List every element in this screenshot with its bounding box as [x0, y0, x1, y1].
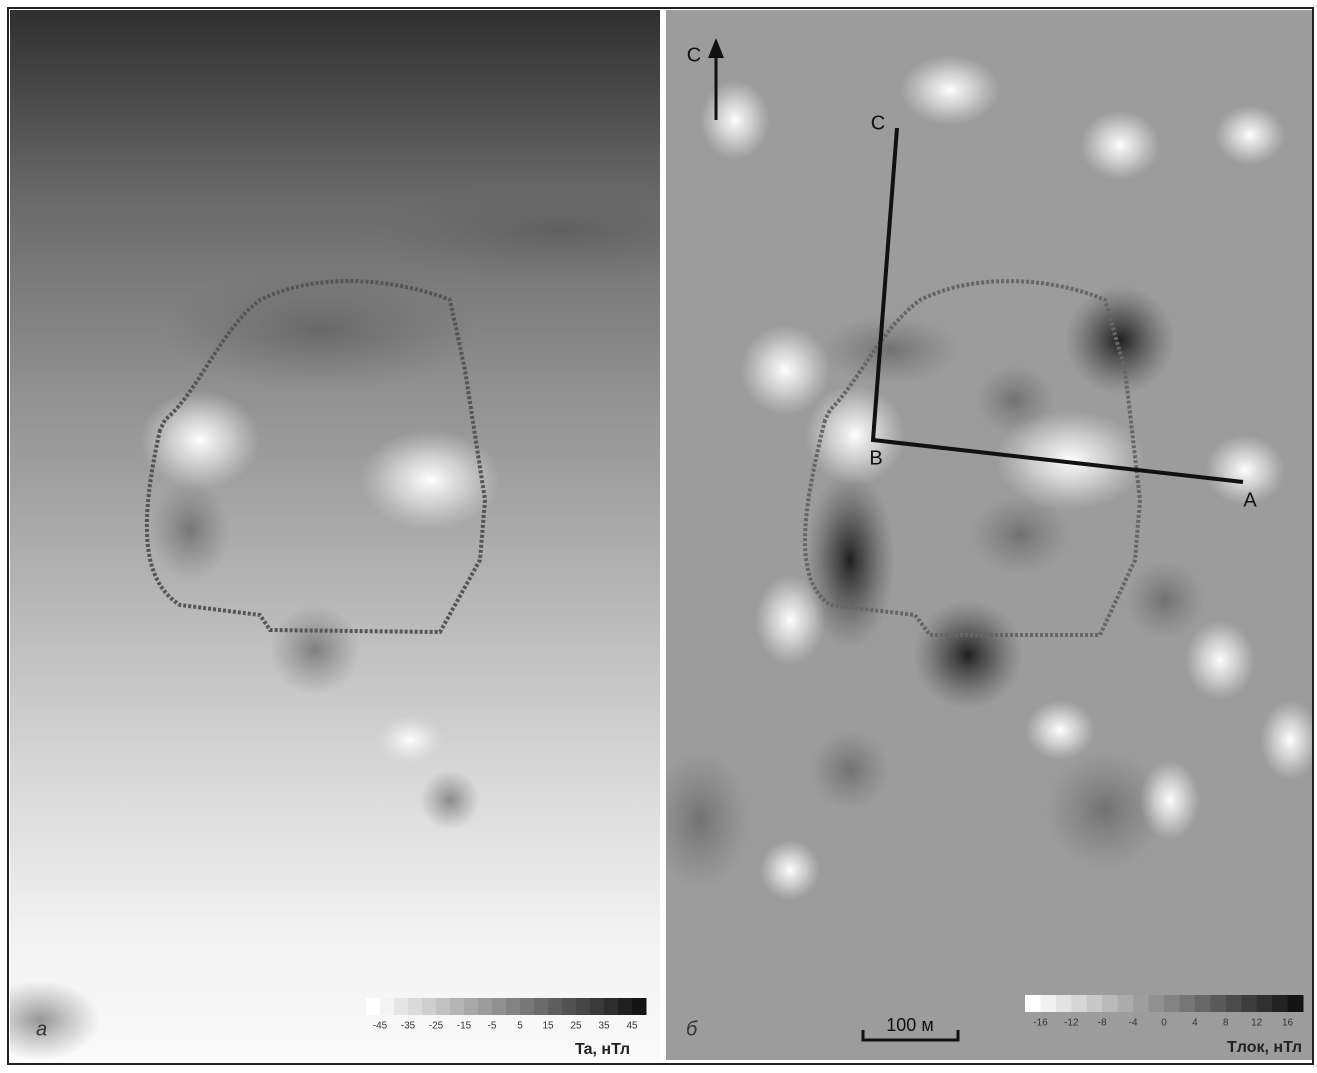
legend-swatch: [1272, 995, 1289, 1012]
legend-tick-label: -35: [401, 1021, 416, 1032]
legend-tick-label: -25: [429, 1021, 444, 1032]
legend-swatch: [478, 998, 493, 1015]
legend-tick-label: -12: [1064, 1018, 1079, 1029]
profile-point-label: A: [1243, 489, 1257, 511]
legend-swatch: [464, 998, 479, 1015]
legend-swatch: [1148, 995, 1165, 1012]
legend-swatch: [632, 998, 647, 1015]
legend-swatch: [1025, 995, 1041, 1012]
legend-tick-label: -45: [373, 1021, 388, 1032]
legend-title: Tлок, нТл: [1227, 1039, 1302, 1056]
legend-tick-label: 12: [1251, 1018, 1263, 1029]
legend-swatch: [1102, 995, 1119, 1012]
panel-label: б: [686, 1018, 698, 1040]
legend-swatch: [1086, 995, 1103, 1012]
legend-tick-label: -15: [457, 1021, 472, 1032]
profile-point-label: B: [869, 447, 882, 469]
fortress-outline: [144, 279, 488, 635]
legend-swatch: [366, 998, 381, 1015]
legend-swatch: [1225, 995, 1242, 1012]
legend-tick-label: 45: [626, 1021, 638, 1032]
north-label: С: [687, 44, 701, 66]
legend-swatch: [1194, 995, 1211, 1012]
legend-swatch: [1241, 995, 1258, 1012]
legend-swatch: [618, 998, 633, 1015]
legend-swatch: [576, 998, 591, 1015]
legend-tick-label: -8: [1098, 1018, 1107, 1029]
legend-tick-label: 5: [517, 1021, 523, 1032]
legend-tick-label: 0: [1161, 1018, 1167, 1029]
legend-swatch: [1055, 995, 1072, 1012]
legend-tick-label: 8: [1223, 1018, 1229, 1029]
map-right: [666, 10, 1312, 1060]
legend-swatch: [380, 998, 395, 1015]
legend-swatch: [492, 998, 507, 1015]
panel-label: а: [36, 1018, 47, 1040]
legend-swatch: [534, 998, 549, 1015]
legend-swatch: [590, 998, 605, 1015]
legend-swatch: [1071, 995, 1088, 1012]
profile-point-label: C: [871, 112, 885, 134]
legend-swatch: [604, 998, 619, 1015]
legend-swatch: [422, 998, 437, 1015]
legend-swatch: [506, 998, 521, 1015]
legend-swatch: [1287, 995, 1304, 1012]
legend-swatch: [1040, 995, 1057, 1012]
legend-swatch: [394, 998, 409, 1015]
legend-tick-label: -4: [1129, 1018, 1138, 1029]
frame: [7, 7, 1314, 1065]
north-arrow-head: [708, 38, 724, 58]
legend-tick-label: 16: [1282, 1018, 1294, 1029]
legend-swatch: [436, 998, 451, 1015]
legend-swatch: [1133, 995, 1150, 1012]
legend-swatch: [520, 998, 535, 1015]
scale-label: 100 м: [886, 1015, 933, 1035]
scale-bar: [861, 1030, 960, 1042]
fortress-outline: [803, 279, 1143, 637]
legend-swatch: [408, 998, 423, 1015]
legend-tick-label: 25: [570, 1021, 582, 1032]
legend-swatch: [1164, 995, 1180, 1012]
legend-title: Ta, нТл: [575, 1041, 630, 1058]
legend-swatch: [548, 998, 563, 1015]
legend-swatch: [1179, 995, 1196, 1012]
legend-tick-label: 4: [1192, 1018, 1198, 1029]
legend-tick-label: 15: [542, 1021, 554, 1032]
legend-tick-label: -5: [488, 1021, 497, 1032]
legend-swatch: [1256, 995, 1273, 1012]
profile-line: [870, 127, 1244, 484]
legend-tick-label: 35: [598, 1021, 610, 1032]
legend-swatch: [1117, 995, 1134, 1012]
legend-tick-label: -16: [1033, 1018, 1048, 1029]
legend-swatch: [1210, 995, 1227, 1012]
legend-swatch: [562, 998, 577, 1015]
map-left: [10, 10, 660, 1060]
legend-swatch: [450, 998, 465, 1015]
